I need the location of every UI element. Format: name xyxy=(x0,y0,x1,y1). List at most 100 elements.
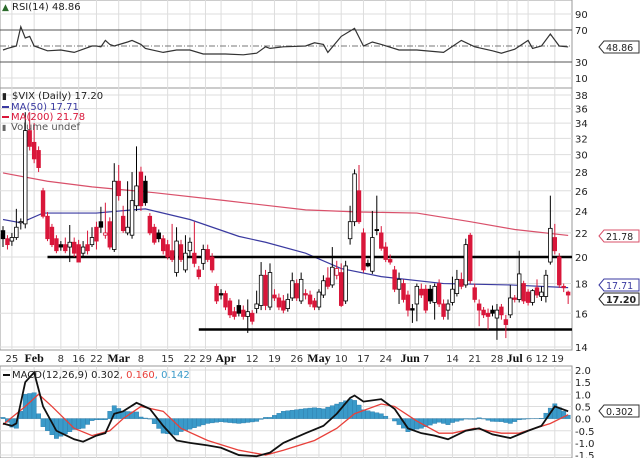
x-tick-label: 14 xyxy=(446,354,459,365)
macd-histogram-bar xyxy=(490,418,495,422)
candle-body xyxy=(374,229,379,232)
candle xyxy=(178,239,184,263)
candle-body xyxy=(481,309,486,316)
candle-body xyxy=(107,221,112,248)
candle-body xyxy=(129,200,135,236)
candle-body xyxy=(383,246,388,260)
macd-histogram-bar xyxy=(205,418,211,424)
macd-histogram-bar xyxy=(107,411,113,419)
price-tick-label: 14 xyxy=(575,343,588,354)
macd-line xyxy=(2,370,569,458)
price-tick-label: 32 xyxy=(575,134,588,145)
candle xyxy=(432,283,437,320)
candle xyxy=(361,228,366,273)
candle xyxy=(236,299,242,317)
candle-body xyxy=(272,294,277,299)
svg-text:MACD(12,26,9) 0.302, 0.160, 0.: MACD(12,26,9) 0.302, 0.160, 0.142 xyxy=(12,370,190,381)
candle xyxy=(107,217,112,250)
candle-body xyxy=(14,226,19,238)
candle-body xyxy=(539,291,544,297)
candle-body xyxy=(23,130,28,225)
macd-histogram-bar xyxy=(236,418,242,424)
x-tick-label: 12 xyxy=(246,354,259,365)
candle-body xyxy=(387,259,393,263)
candle xyxy=(129,172,135,239)
candle xyxy=(120,205,126,233)
candle xyxy=(14,208,19,240)
candle xyxy=(263,269,268,311)
candle xyxy=(405,290,411,317)
macd-value-text: 0.302 xyxy=(606,407,633,418)
rsi-tick-label: 30 xyxy=(575,58,588,69)
candle xyxy=(152,223,157,245)
candle xyxy=(254,290,259,314)
candle-body xyxy=(214,285,219,302)
macd-histogram-bar xyxy=(499,418,504,422)
candle-body xyxy=(178,244,184,260)
candle-body xyxy=(267,272,273,308)
macd-histogram-bar xyxy=(383,415,389,419)
macd-histogram-bar xyxy=(231,418,237,424)
candle-body xyxy=(476,303,482,311)
candle xyxy=(36,146,41,173)
candle xyxy=(209,253,215,273)
candle xyxy=(49,223,55,248)
candle-body xyxy=(49,226,55,246)
candle xyxy=(160,235,166,255)
macd-histogram-bar xyxy=(294,409,300,419)
candle-body xyxy=(552,237,557,252)
macd-histogram-bar xyxy=(352,400,357,419)
candle-body xyxy=(85,244,90,252)
candle-body xyxy=(370,237,375,272)
candle-body xyxy=(245,311,250,317)
macd-histogram-bar xyxy=(245,418,251,423)
candle-body xyxy=(490,309,495,314)
candle xyxy=(503,314,509,339)
candle xyxy=(98,206,104,233)
macd-tick-label: 2.0 xyxy=(575,366,591,377)
macd-histogram-bar xyxy=(0,417,6,419)
ma200-legend: MA(200) 21.78 xyxy=(11,112,85,123)
candle-body xyxy=(365,262,371,267)
rsi-tick-label: 90 xyxy=(575,10,588,21)
candle-body xyxy=(31,141,37,160)
candle xyxy=(334,260,339,280)
candle-body xyxy=(419,288,424,296)
rsi-panel: 90 70 30 10 xyxy=(0,10,588,85)
macd-histogram-bar xyxy=(36,413,42,419)
macd-legend-name: MACD(12,26,9) 0.302 xyxy=(12,370,120,381)
candle-body xyxy=(441,303,446,317)
candle xyxy=(72,237,77,257)
macd-tick-label: 0.5 xyxy=(575,402,591,413)
macd-histogram-bar xyxy=(174,418,179,436)
candle xyxy=(27,112,32,151)
candle xyxy=(356,164,362,224)
macd-histogram-bar xyxy=(31,392,37,419)
candle xyxy=(530,289,535,306)
candle xyxy=(468,232,473,284)
candle-body xyxy=(396,278,402,290)
candle-body xyxy=(459,278,464,287)
candle xyxy=(494,303,500,340)
x-tick-label: Apr xyxy=(215,351,236,365)
candle xyxy=(338,263,344,308)
candle xyxy=(267,263,273,311)
candle xyxy=(67,225,72,263)
candle-body xyxy=(499,306,504,316)
candle xyxy=(303,289,308,300)
candle xyxy=(512,295,517,303)
candle-body xyxy=(67,241,72,248)
candle-body xyxy=(227,300,233,316)
volume-legend: Volume undef xyxy=(11,122,81,133)
candle-body xyxy=(352,173,357,223)
candle-body xyxy=(325,277,331,287)
candle xyxy=(218,289,224,300)
price-legend-title: $VIX (Daily) 17.20 xyxy=(12,91,103,102)
macd-histogram-bar xyxy=(485,418,491,421)
candle xyxy=(365,259,371,268)
candle-body xyxy=(196,269,201,278)
macd-histogram-bar xyxy=(240,418,246,424)
candle xyxy=(379,226,384,251)
candle xyxy=(18,218,23,230)
